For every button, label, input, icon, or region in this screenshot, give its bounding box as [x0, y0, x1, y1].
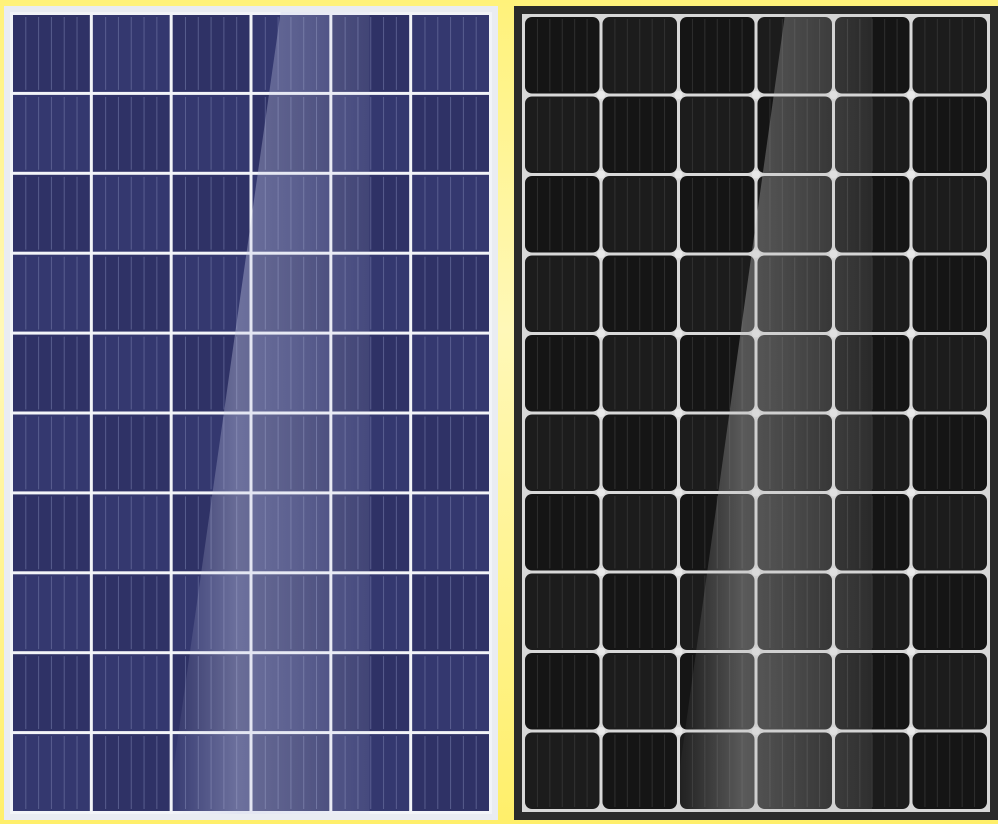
cell-corner-dot — [752, 170, 760, 179]
cell-corner-dot — [597, 409, 605, 417]
cell-corner-dot — [674, 409, 683, 417]
cell-corner-dot — [597, 568, 605, 576]
polycrystalline-solar-panel — [4, 6, 498, 820]
cell-corner-dot — [674, 329, 683, 338]
cell-corner-dot — [597, 170, 605, 179]
cell-corner-dot — [597, 250, 605, 258]
monocrystalline-solar-panel — [514, 6, 998, 820]
cell-corner-dot — [907, 409, 915, 417]
cell-corner-dot — [674, 727, 683, 735]
cell-corner-dot — [674, 91, 683, 99]
cell-corner-dot — [674, 488, 683, 497]
cell-corner-dot — [597, 329, 605, 338]
cell-corner-dot — [674, 568, 683, 576]
cell-corner-dot — [597, 488, 605, 497]
cell-corner-dot — [907, 727, 915, 735]
cell-corner-dot — [674, 250, 683, 258]
cell-corner-dot — [597, 727, 605, 735]
cell-corner-dot — [907, 170, 915, 179]
cell-corner-dot — [597, 647, 605, 656]
cell-corner-dot — [907, 250, 915, 258]
cell-corner-dot — [907, 647, 915, 656]
cell-corner-dot — [674, 170, 683, 179]
glare-highlight — [673, 14, 873, 812]
cell-corner-dot — [674, 647, 683, 656]
cell-corner-dot — [752, 91, 760, 99]
cell-corner-dot — [907, 91, 915, 99]
cell-corner-dot — [907, 329, 915, 338]
glare-highlight — [167, 12, 370, 814]
cell-corner-dot — [597, 91, 605, 99]
cell-corner-dot — [907, 568, 915, 576]
cell-corner-dot — [907, 488, 915, 497]
